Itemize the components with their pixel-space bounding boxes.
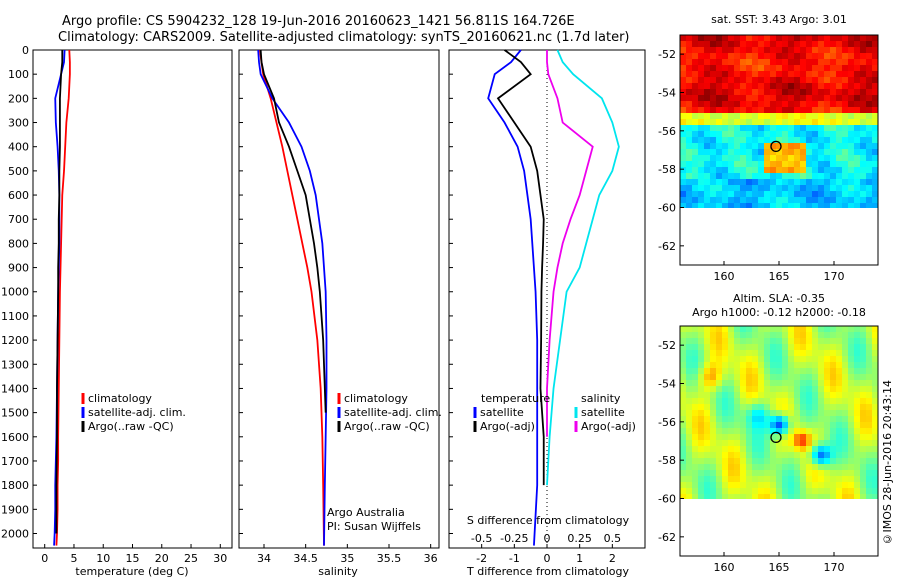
sla-map-subtitle: Argo h1000: -0.12 h2000: -0.18 (692, 306, 866, 319)
temp-xtick-label: 20 (155, 552, 169, 565)
sal-legend-label: Argo(..raw -QC) (344, 420, 430, 433)
temp-legend-label: Argo(..raw -QC) (88, 420, 174, 433)
temp-ytick-label: 1000 (1, 286, 29, 299)
temp-xtick-label: 25 (184, 552, 198, 565)
diff-series-line (546, 50, 594, 437)
temp-ytick-label: 0 (22, 44, 29, 57)
diff-legend-label: satellite (480, 406, 524, 419)
diff-stick-label: 0.5 (604, 532, 622, 545)
diff-xlabel-top: S difference from climatology (467, 514, 630, 527)
figure-title-line2: Climatology: CARS2009. Satellite-adjuste… (58, 30, 630, 45)
temp-xtick-label: 15 (126, 552, 140, 565)
diff-legend-title: salinity (581, 392, 621, 405)
sst-map-xtick-label: 170 (824, 270, 845, 283)
temp-ytick-label: 200 (8, 92, 29, 105)
sst-map-ytick-label: -52 (658, 48, 676, 61)
sla-map-ytick-label: -58 (658, 454, 676, 467)
sal-xtick-label: 35 (340, 552, 354, 565)
temp-ytick-label: 300 (8, 117, 29, 130)
sla-map-xtick-label: 165 (769, 561, 790, 574)
sla-map-ytick-label: -60 (658, 493, 676, 506)
sst-map-xtick-label: 160 (714, 270, 735, 283)
sal-legend-label: satellite-adj. clim. (344, 406, 442, 419)
temp-ytick-label: 600 (8, 189, 29, 202)
temp-ytick-label: 800 (8, 237, 29, 250)
diff-legend-label: Argo(-adj) (581, 420, 636, 433)
sst-map-ytick-label: -60 (658, 202, 676, 215)
diff-stick-label: -0.5 (471, 532, 492, 545)
sal-legend-label: climatology (344, 392, 408, 405)
temp-legend-label: satellite-adj. clim. (88, 406, 186, 419)
sal-xtick-label: 34 (257, 552, 271, 565)
temp-ytick-label: 1900 (1, 503, 29, 516)
temp-ytick-label: 2000 (1, 527, 29, 540)
temp-ytick-label: 900 (8, 262, 29, 275)
temp-xtick-label: 30 (213, 552, 227, 565)
diff-xtick-label: -2 (476, 552, 487, 565)
temp-series-line (55, 49, 71, 546)
diff-stick-label: 0 (544, 532, 551, 545)
sal-frame (238, 49, 440, 549)
diff-xlabel: T difference from climatology (466, 565, 629, 578)
sst-map-xtick-label: 165 (769, 270, 790, 283)
sst-map-ytick-label: -56 (658, 125, 676, 138)
sla-map-field (680, 326, 879, 499)
diff-xtick-label: -1 (509, 552, 520, 565)
sla-map-ytick-label: -62 (658, 531, 676, 544)
sst-map-argo-marker (770, 140, 782, 153)
sal-annotation: PI: Susan Wijffels (327, 520, 421, 533)
sst-map-field (680, 35, 879, 208)
sla-map-xtick-label: 170 (824, 561, 845, 574)
sal-xtick-label: 36 (424, 552, 438, 565)
temp-ytick-label: 1100 (1, 310, 29, 323)
sal-xtick-label: 34.5 (293, 552, 318, 565)
temp-ytick-label: 1700 (1, 455, 29, 468)
sst-map-ytick-label: -62 (658, 240, 676, 253)
temp-ytick-label: 1200 (1, 334, 29, 347)
sla-map-xtick-label: 160 (714, 561, 735, 574)
temp-xtick-label: 10 (96, 552, 110, 565)
temp-ytick-label: 700 (8, 213, 29, 226)
temp-xtick-label: 5 (70, 552, 77, 565)
sla-map-ytick-label: -54 (658, 378, 676, 391)
diff-series-line (546, 49, 620, 486)
diff-series-line (496, 49, 545, 486)
sla-map-ytick-label: -52 (658, 339, 676, 352)
sla-map-ytick-label: -56 (658, 416, 676, 429)
sal-xlabel: salinity (318, 565, 358, 578)
diff-xtick-label: 2 (609, 552, 616, 565)
temp-ytick-label: 1500 (1, 407, 29, 420)
diff-xtick-label: 1 (576, 552, 583, 565)
temp-ytick-label: 1400 (1, 382, 29, 395)
temp-ytick-label: 100 (8, 68, 29, 81)
diff-stick-label: -0.25 (500, 532, 528, 545)
temp-ytick-label: 1300 (1, 358, 29, 371)
diff-legend-label: Argo(-adj) (480, 420, 535, 433)
temp-xlabel: temperature (deg C) (75, 565, 188, 578)
sst-map-ytick-label: -58 (658, 163, 676, 176)
sla-map-argo-marker (770, 431, 782, 444)
sal-xtick-label: 35.5 (377, 552, 402, 565)
sal-annotation: Argo Australia (327, 506, 405, 519)
diff-stick-label: 0.25 (567, 532, 592, 545)
temp-xtick-label: 0 (41, 552, 48, 565)
temp-ytick-label: 400 (8, 141, 29, 154)
diff-legend-title: temperature (481, 392, 550, 405)
temp-ytick-label: 1600 (1, 431, 29, 444)
sla-map-title: Altim. SLA: -0.35 (733, 292, 825, 305)
temp-ytick-label: 500 (8, 165, 29, 178)
sst-map-title: sat. SST: 3.43 Argo: 3.01 (711, 13, 847, 26)
diff-series-line (487, 49, 539, 546)
diff-xtick-label: 0 (544, 552, 551, 565)
temp-frame (32, 49, 233, 549)
sal-series-line (259, 49, 327, 413)
temp-series-line (55, 50, 64, 534)
temp-ytick-label: 1800 (1, 479, 29, 492)
temp-legend-label: climatology (88, 392, 152, 405)
figure-title-line1: Argo profile: CS 5904232_128 19-Jun-2016… (62, 14, 575, 29)
sst-map-ytick-label: -54 (658, 87, 676, 100)
diff-legend-label: satellite (581, 406, 625, 419)
